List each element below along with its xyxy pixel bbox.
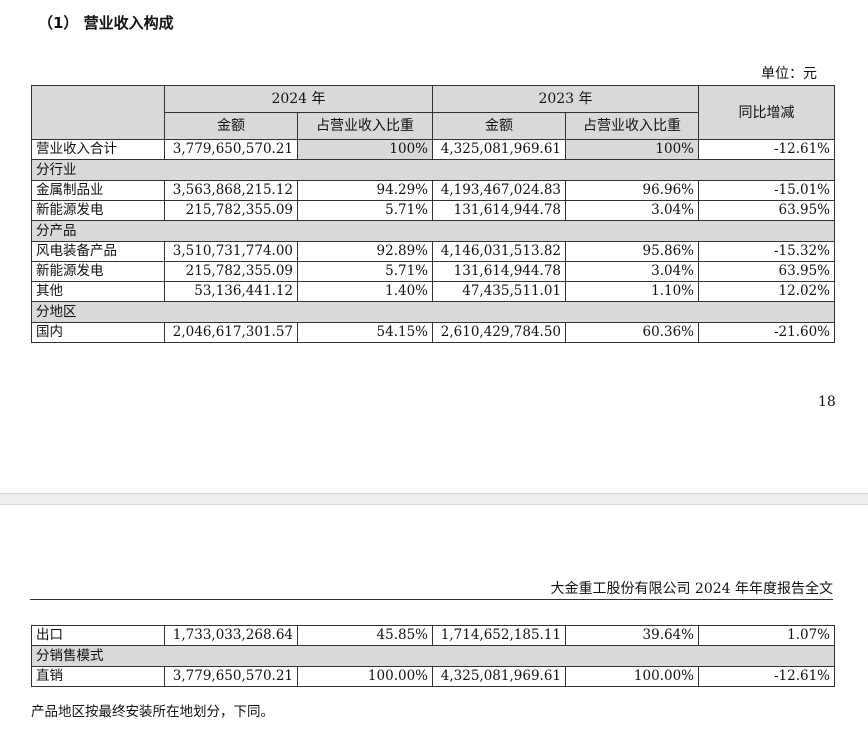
amount-2024: 3,779,650,570.21 (164, 139, 298, 160)
category-label: 分地区 (31, 301, 835, 323)
amount-2023: 4,193,467,024.83 (432, 180, 566, 201)
amount-2023: 4,146,031,513.82 (432, 241, 566, 262)
share-2023: 100% (565, 139, 699, 160)
revenue-table-continued: 出口 1,733,033,268.64 45.85% 1,714,652,185… (31, 625, 835, 687)
table-row: 出口 1,733,033,268.64 45.85% 1,714,652,185… (31, 625, 835, 646)
table-row: 新能源发电 215,782,355.09 5.71% 131,614,944.7… (31, 200, 835, 221)
share-2024: 54.15% (297, 322, 433, 343)
row-label: 新能源发电 (31, 261, 165, 282)
amount-2024: 215,782,355.09 (164, 200, 298, 221)
amount-2024: 215,782,355.09 (164, 261, 298, 282)
yoy-change: -12.61% (698, 666, 835, 687)
row-label: 出口 (31, 625, 165, 646)
amount-2023: 1,714,652,185.11 (432, 625, 566, 646)
yoy-change: 12.02% (698, 281, 835, 302)
amount-2023: 47,435,511.01 (432, 281, 566, 302)
header-row-subcols: 金额 占营业收入比重 金额 占营业收入比重 (32, 112, 835, 140)
header-2024: 2024 年 (164, 85, 433, 113)
yoy-change: -15.32% (698, 241, 835, 262)
revenue-table: 2024 年 2023 年 同比增减 金额 占营业收入比重 金额 占营业收入比重… (31, 85, 835, 343)
share-2023: 1.10% (565, 281, 699, 302)
amount-2024: 1,733,033,268.64 (164, 625, 298, 646)
total-row: 营业收入合计 3,779,650,570.21 100% 4,325,081,9… (31, 139, 835, 160)
header-row-years: 2024 年 2023 年 同比增减 (31, 85, 835, 140)
section-title: （1） 营业收入构成 (38, 14, 174, 32)
amount-2023: 131,614,944.78 (432, 261, 566, 282)
yoy-change: -15.01% (698, 180, 835, 201)
share-2023: 100.00% (565, 666, 699, 687)
amount-2023: 4,325,081,969.61 (432, 139, 566, 160)
share-2024: 5.71% (297, 261, 433, 282)
amount-2023: 4,325,081,969.61 (432, 666, 566, 687)
row-label: 风电装备产品 (31, 241, 165, 262)
category-label: 分行业 (31, 159, 835, 181)
yoy-change: -12.61% (698, 139, 835, 160)
share-2023: 60.36% (565, 322, 699, 343)
yoy-change: 1.07% (698, 625, 835, 646)
share-2023: 39.64% (565, 625, 699, 646)
table-row: 直销 3,779,650,570.21 100.00% 4,325,081,96… (31, 666, 835, 687)
header-share-2023: 占营业收入比重 (565, 112, 699, 140)
table-row: 金属制品业 3,563,868,215.12 94.29% 4,193,467,… (31, 180, 835, 201)
share-2023: 3.04% (565, 261, 699, 282)
category-row: 分销售模式 (31, 645, 835, 667)
table-row: 国内 2,046,617,301.57 54.15% 2,610,429,784… (31, 322, 835, 343)
header-amount-2024: 金额 (164, 112, 298, 140)
amount-2024: 3,563,868,215.12 (164, 180, 298, 201)
header-rule (30, 599, 833, 600)
share-2024: 100% (297, 139, 433, 160)
row-label: 国内 (31, 322, 165, 343)
amount-2024: 3,510,731,774.00 (164, 241, 298, 262)
share-2023: 95.86% (565, 241, 699, 262)
share-2024: 1.40% (297, 281, 433, 302)
unit-label: 单位：元 (761, 66, 817, 82)
page-number: 18 (818, 394, 836, 410)
row-label: 金属制品业 (31, 180, 165, 201)
amount-2024: 53,136,441.12 (164, 281, 298, 302)
header-amount-2023: 金额 (432, 112, 566, 140)
category-row: 分产品 (31, 220, 835, 242)
header-share-2024: 占营业收入比重 (297, 112, 433, 140)
category-row: 分地区 (31, 301, 835, 323)
header-2023: 2023 年 (432, 85, 699, 113)
page-header: 大金重工股份有限公司 2024 年年度报告全文 (550, 581, 833, 597)
row-label: 营业收入合计 (31, 139, 165, 160)
row-label: 其他 (31, 281, 165, 302)
share-2024: 100.00% (297, 666, 433, 687)
row-label: 新能源发电 (31, 200, 165, 221)
footnote: 产品地区按最终安装所在地划分，下同。 (31, 704, 274, 720)
share-2024: 92.89% (297, 241, 433, 262)
yoy-change: -21.60% (698, 322, 835, 343)
page-break (0, 493, 868, 505)
amount-2023: 2,610,429,784.50 (432, 322, 566, 343)
yoy-change: 63.95% (698, 261, 835, 282)
category-label: 分销售模式 (31, 645, 835, 667)
share-2023: 96.96% (565, 180, 699, 201)
share-2023: 3.04% (565, 200, 699, 221)
table-row: 其他 53,136,441.12 1.40% 47,435,511.01 1.1… (31, 281, 835, 302)
share-2024: 5.71% (297, 200, 433, 221)
category-row: 分行业 (31, 159, 835, 181)
table-row: 风电装备产品 3,510,731,774.00 92.89% 4,146,031… (31, 241, 835, 262)
amount-2024: 3,779,650,570.21 (164, 666, 298, 687)
category-label: 分产品 (31, 220, 835, 242)
table-row: 新能源发电 215,782,355.09 5.71% 131,614,944.7… (31, 261, 835, 282)
share-2024: 94.29% (297, 180, 433, 201)
share-2024: 45.85% (297, 625, 433, 646)
row-label: 直销 (31, 666, 165, 687)
yoy-change: 63.95% (698, 200, 835, 221)
header-blank (31, 85, 165, 140)
header-yoy: 同比增减 (698, 85, 835, 140)
amount-2023: 131,614,944.78 (432, 200, 566, 221)
amount-2024: 2,046,617,301.57 (164, 322, 298, 343)
